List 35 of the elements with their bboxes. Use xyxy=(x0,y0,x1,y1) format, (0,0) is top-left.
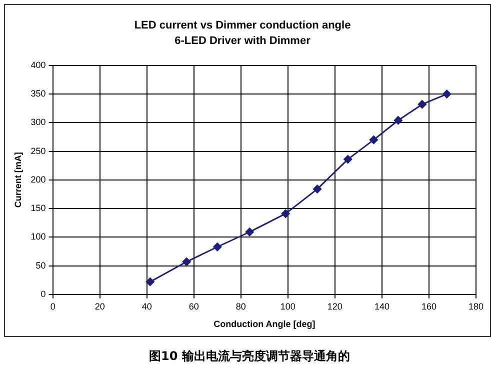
chart-title: LED current vs Dimmer conduction angle xyxy=(134,20,351,32)
y-tick-label: 200 xyxy=(30,174,46,184)
x-tick-label: 120 xyxy=(327,301,342,312)
x-tick-label: 20 xyxy=(94,301,105,312)
x-tick-label: 60 xyxy=(188,301,199,312)
point xyxy=(418,100,426,109)
point xyxy=(213,242,222,252)
point xyxy=(146,278,154,286)
x-tick-label: 180 xyxy=(468,301,484,312)
caption: 图10 输出电流与亮度调节器导通角的 xyxy=(148,348,351,365)
point xyxy=(369,136,378,144)
x-axis-title: Conduction Angle [deg] xyxy=(214,319,316,330)
y-tick-label: 0 xyxy=(40,288,46,299)
point xyxy=(182,258,191,266)
y-tick-label: 350 xyxy=(30,88,46,99)
chart-subtitle: 6-LED Driver with Dimmer xyxy=(174,34,312,47)
y-tick-label: 100 xyxy=(30,232,46,242)
x-tick-label: 160 xyxy=(421,301,436,312)
point xyxy=(344,155,352,164)
y-tick-label: 400 xyxy=(30,60,46,70)
x-tick-label: 100 xyxy=(280,301,296,312)
point xyxy=(394,116,402,125)
y-tick-label: 300 xyxy=(30,117,46,128)
point xyxy=(442,90,452,98)
point xyxy=(313,184,322,194)
x-tick-label: 0 xyxy=(50,301,56,312)
x-tick-label: 40 xyxy=(142,301,152,312)
y-tick-label: 250 xyxy=(30,146,46,156)
y-tick-label: 50 xyxy=(36,260,46,270)
y-tick-label: 150 xyxy=(30,203,46,214)
point xyxy=(281,209,290,218)
x-tick-label: 80 xyxy=(236,301,246,312)
point xyxy=(245,228,254,236)
y-axis-title: Current [mA] xyxy=(12,152,23,208)
x-tick-label: 140 xyxy=(374,301,390,312)
